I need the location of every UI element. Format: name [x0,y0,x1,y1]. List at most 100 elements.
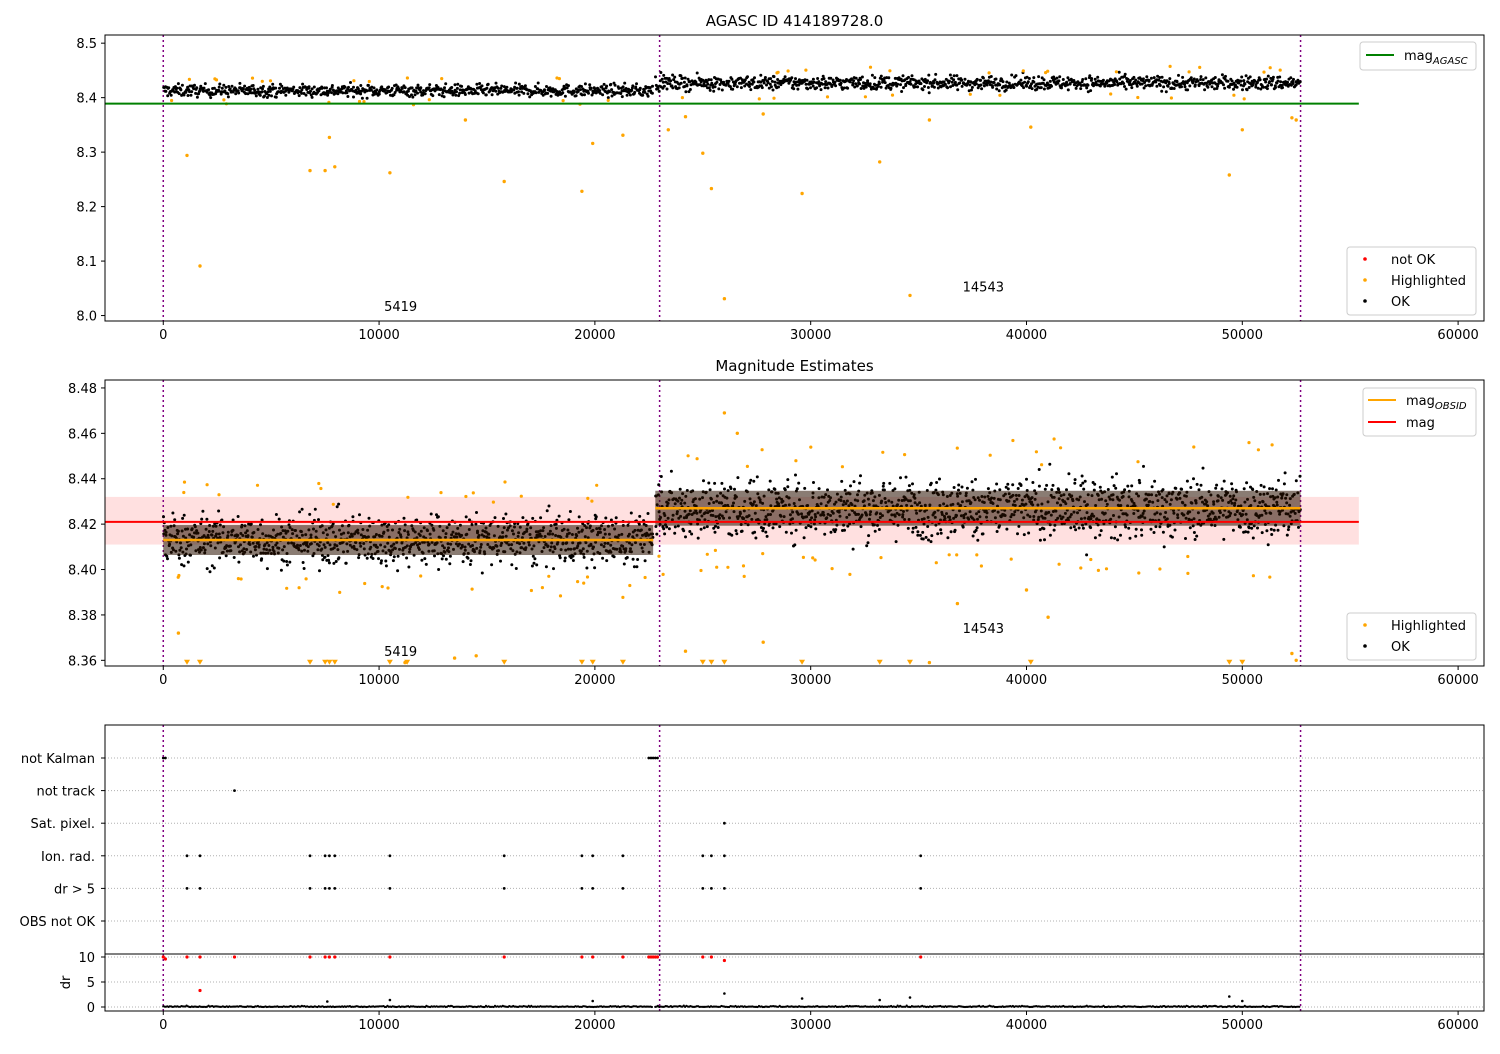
ok-point [1195,535,1198,538]
ok-point [162,515,165,518]
ok-point [1053,529,1056,532]
ok-point [1228,86,1231,89]
ok-point [475,511,478,514]
ok-point [610,88,613,91]
ok-point [407,566,410,569]
highlighted-point [240,577,243,580]
ok-point [368,517,371,520]
ok-point [964,78,967,81]
highlighted-point [1058,563,1061,566]
highlighted-point [590,500,593,503]
ok-point [1184,537,1187,540]
ok-point [1151,485,1154,488]
ok-point [1038,485,1041,488]
ok-point [630,512,633,515]
ok-point [1214,76,1217,79]
ok-point [567,84,570,87]
ok-point [615,516,618,519]
highlighted-point [182,491,185,494]
highlighted-point [492,501,495,504]
ok-point [357,556,360,559]
highlighted-point [975,553,978,556]
highlighted-point [1136,96,1139,99]
ok-point [815,86,818,89]
ok-point [651,92,654,95]
ok-point [715,81,718,84]
highlighted-outlier [956,602,959,605]
ok-point [1174,529,1177,532]
highlighted-point [177,576,180,579]
highlighted-point [848,573,851,576]
ok-point [458,92,461,95]
ok-point [707,482,710,485]
ok-point [772,526,775,529]
ok-point [604,517,607,520]
ok-point [514,82,517,85]
ok-point [792,87,795,90]
y-tick-label: 8.46 [68,427,97,442]
ok-point [222,84,225,87]
ok-point [1150,528,1153,531]
ok-point [631,84,634,87]
x-tick-label: 20000 [574,673,615,688]
ok-point [231,85,234,88]
ok-point [302,561,305,564]
ok-point [469,563,472,566]
ok-point [1085,553,1088,556]
ok-point [205,518,208,521]
highlighted-point [687,454,690,457]
flag-category-label: Ion. rad. [41,850,95,865]
ok-point [853,480,856,483]
clipped-point-marker [501,660,507,665]
ok-point [1113,537,1116,540]
ok-point [226,92,229,95]
ok-point [621,95,624,98]
highlighted-outlier [475,654,478,657]
ok-point [490,563,493,566]
ok-point [164,90,167,93]
ok-point [584,82,587,85]
ok-point [1240,80,1243,83]
flag-point [233,789,236,792]
x-tick-label: 0 [159,328,167,343]
ok-point [696,72,699,75]
highlighted-outlier [453,656,456,659]
ok-point [1100,529,1103,532]
ok-point [288,561,291,564]
ok-point [993,81,996,84]
ok-point [167,86,170,89]
highlighted-point [251,77,254,80]
ok-point [487,83,490,86]
ok-point [824,86,827,89]
ok-point [823,533,826,536]
ok-point [178,92,181,95]
ok-point [702,479,705,482]
highlighted-point [586,497,589,500]
ok-point [292,86,295,89]
ok-point [976,539,979,542]
highlighted-outlier [736,432,739,435]
ok-point [1243,487,1246,490]
highlighted-outlier [333,165,336,168]
ok-point [960,79,963,82]
highlighted-outlier [723,411,726,414]
ok-point [950,530,953,533]
ok-point [524,84,527,87]
highlighted-outlier [1290,116,1293,119]
ok-point [932,82,935,85]
highlighted-outlier [323,169,326,172]
ok-point [899,83,902,86]
ok-point [190,90,193,93]
ok-point [1299,80,1302,83]
ok-point [709,89,712,92]
ok-point [809,525,812,528]
ok-point [1153,76,1156,79]
ok-point [550,95,553,98]
ok-point [934,73,937,76]
highlighted-point [1271,443,1274,446]
ok-point [1126,485,1129,488]
ok-point [345,562,348,565]
flag-point [591,854,594,857]
highlighted-outlier [177,631,180,634]
ok-point [1017,487,1020,490]
